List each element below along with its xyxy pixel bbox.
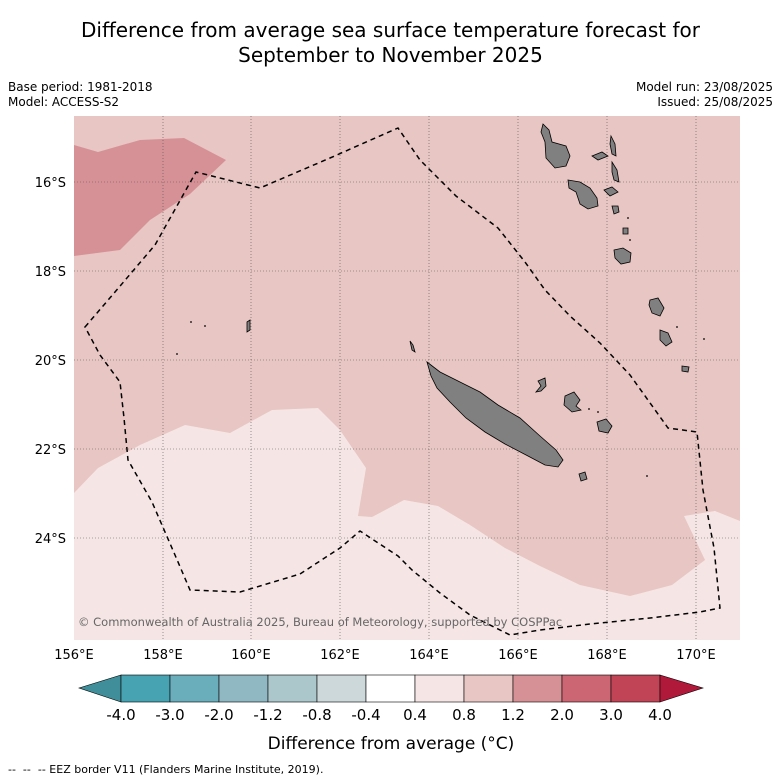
vanuatu-erromango: [648, 297, 665, 317]
lon-tick-label: 158°E: [143, 648, 183, 663]
eez-border: [84, 127, 721, 636]
colorbar-tick-label: 0.8: [452, 706, 476, 724]
colorbar-tick-label: 1.2: [501, 706, 525, 724]
colorbar-segment: [561, 674, 612, 703]
vanuatu-aneityum: [681, 365, 690, 373]
title-line-1: Difference from average sea surface temp…: [80, 18, 700, 42]
new-caledonia-landmass: [426, 360, 564, 468]
copyright-text: © Commonwealth of Australia 2025, Bureau…: [78, 615, 562, 629]
model-text: Model: ACCESS-S2: [8, 95, 120, 109]
colorbar-tick-label: -0.8: [302, 706, 331, 724]
colorbar-segment: [463, 674, 514, 703]
vanuatu-small-islet: [622, 227, 629, 235]
base-period-text: Base period: 1981-2018: [8, 80, 153, 94]
colorbar-tick-label: 2.0: [550, 706, 574, 724]
colorbar-tick-labels: -4.0 -3.0 -2.0 -1.2 -0.8 -0.4 0.4 0.8 1.…: [106, 706, 672, 724]
colorbar-segment: [316, 674, 367, 703]
vanuatu-espiritu-santo: [540, 123, 571, 169]
vanuatu-aoba: [591, 151, 609, 161]
colorbar-segment: [169, 674, 220, 703]
lon-tick-label: 156°E: [54, 648, 94, 663]
loyalty-island-ouvea: [534, 377, 547, 393]
lon-tick-label: 166°E: [498, 648, 538, 663]
lat-tick-labels: 16°S 18°S 20°S 22°S 24°S: [35, 176, 66, 547]
grid-lines: [74, 116, 740, 640]
colorbar-segment: [365, 674, 416, 703]
vanuatu-tanna: [659, 329, 673, 347]
colorbar-segment: [512, 674, 563, 703]
colorbar-segment: [414, 674, 465, 703]
land-masses: [246, 123, 690, 482]
lon-tick-labels: 156°E 158°E 160°E 162°E 164°E 166°E 168°…: [54, 648, 716, 663]
vanuatu-epi: [611, 205, 620, 215]
loyalty-island-lifou: [563, 391, 582, 413]
colorbar-tick-label: 0.4: [403, 706, 427, 724]
lat-tick-label: 20°S: [35, 354, 66, 369]
map-title: Difference from average sea surface temp…: [0, 18, 781, 68]
issued-text: Issued: 25/08/2025: [657, 95, 773, 109]
colorbar-extend-low: [78, 674, 122, 703]
chesterfield-islet: [246, 319, 251, 333]
colorbar-tick-label: -2.0: [204, 706, 233, 724]
lon-tick-label: 170°E: [676, 648, 716, 663]
lat-tick-label: 18°S: [35, 265, 66, 280]
colorbar-segment: [120, 674, 171, 703]
islet-dots: [176, 217, 705, 477]
colorbar: [78, 674, 705, 703]
colorbar-tick-label: -4.0: [106, 706, 135, 724]
map-area: © Commonwealth of Australia 2025, Bureau…: [74, 116, 740, 640]
lat-tick-label: 24°S: [35, 532, 66, 547]
vanuatu-pentecost: [611, 160, 620, 183]
isle-of-pines: [578, 471, 588, 482]
sst-patch-0.4-0.8-south: [238, 614, 336, 640]
colorbar-segment: [610, 674, 661, 703]
vanuatu-maewo: [609, 134, 617, 157]
colorbar-segment: [267, 674, 318, 703]
title-line-2: September to November 2025: [238, 43, 543, 67]
lon-tick-label: 162°E: [320, 648, 360, 663]
lon-tick-label: 164°E: [409, 648, 449, 663]
colorbar-tick-label: -1.2: [253, 706, 282, 724]
loyalty-island-mare: [596, 418, 613, 434]
vanuatu-malakula: [567, 179, 599, 210]
lat-tick-label: 22°S: [35, 443, 66, 458]
model-run-text: Model run: 23/08/2025: [635, 80, 773, 94]
colorbar-tick-label: -3.0: [155, 706, 184, 724]
belep-islands: [409, 340, 416, 353]
colorbar-segment: [218, 674, 269, 703]
colorbar-tick-label: -0.4: [351, 706, 380, 724]
eez-legend-note: -- -- -- EEZ border V11 (Flanders Marine…: [8, 763, 324, 776]
vanuatu-efate: [613, 247, 632, 265]
lat-tick-label: 16°S: [35, 176, 66, 191]
lon-tick-label: 168°E: [587, 648, 627, 663]
colorbar-label: Difference from average (°C): [268, 734, 515, 754]
colorbar-extend-high: [659, 674, 705, 703]
sst-band-0.4-0.8: [74, 408, 740, 640]
metadata-right: Model run: 23/08/2025 Issued: 25/08/2025: [636, 80, 773, 110]
colorbar-tick-label: 3.0: [599, 706, 623, 724]
lon-tick-label: 160°E: [231, 648, 271, 663]
colorbar-tick-label: 4.0: [648, 706, 672, 724]
metadata-left: Base period: 1981-2018 Model: ACCESS-S2: [8, 80, 153, 110]
sst-band-1.2-2.0: [74, 138, 226, 256]
vanuatu-ambrym: [603, 186, 619, 197]
